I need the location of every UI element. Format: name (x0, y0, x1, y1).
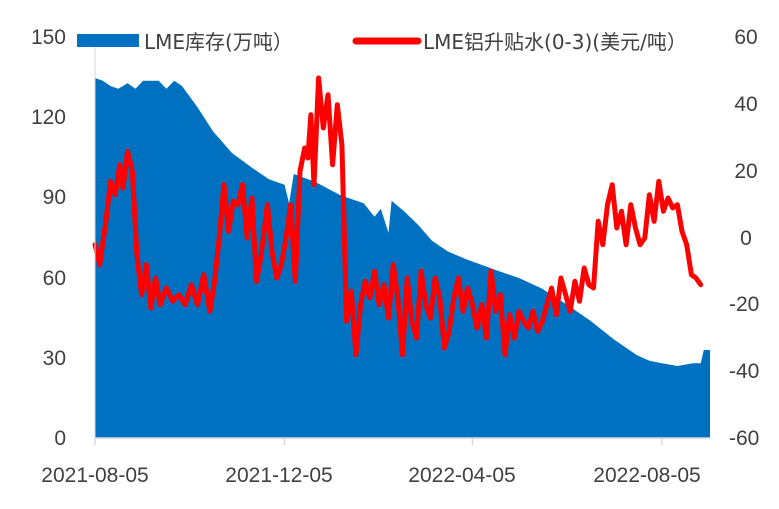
y-left-tick-90: 90 (43, 186, 66, 209)
inventory-area (95, 78, 710, 438)
y-right-tick-labels: -60 -40 -20 0 20 40 60 (729, 26, 759, 450)
y-right-tick-neg40: -40 (729, 360, 759, 383)
spread-line (92, 75, 704, 358)
y-left-tick-60: 60 (43, 267, 66, 290)
y-right-tick-40: 40 (734, 93, 757, 116)
x-tick-label-2022-08-05: 2022-08-05 (593, 464, 700, 487)
y-right-tick-60: 60 (734, 26, 757, 49)
y-left-tick-0: 0 (54, 427, 66, 450)
y-right-tick-0: 0 (740, 227, 752, 250)
y-right-tick-neg20: -20 (729, 293, 759, 316)
legend: LME库存(万吨） LME铝升贴水(0-3)(美元/吨） (77, 30, 687, 54)
y-left-tick-labels: 0 30 60 90 120 150 (31, 26, 66, 450)
legend-spread-label: LME铝升贴水(0-3)(美元/吨） (423, 30, 687, 54)
x-tick-label-2021-08-05: 2021-08-05 (41, 464, 148, 487)
y-right-tick-neg60: -60 (729, 427, 759, 450)
legend-inventory-swatch (77, 34, 139, 47)
legend-inventory-label: LME库存(万吨） (144, 30, 293, 54)
y-left-tick-120: 120 (31, 106, 66, 129)
plot-area (92, 75, 710, 438)
x-tick-label-2022-04-05: 2022-04-05 (408, 464, 515, 487)
x-tick-labels: 2021-08-05 2021-12-05 2022-04-05 2022-08… (41, 464, 700, 487)
x-tick-label-2021-12-05: 2021-12-05 (225, 464, 332, 487)
y-left-tick-30: 30 (43, 347, 66, 370)
y-left-tick-150: 150 (31, 26, 66, 49)
x-tick-marks (94, 438, 663, 445)
y-right-tick-20: 20 (734, 160, 757, 183)
